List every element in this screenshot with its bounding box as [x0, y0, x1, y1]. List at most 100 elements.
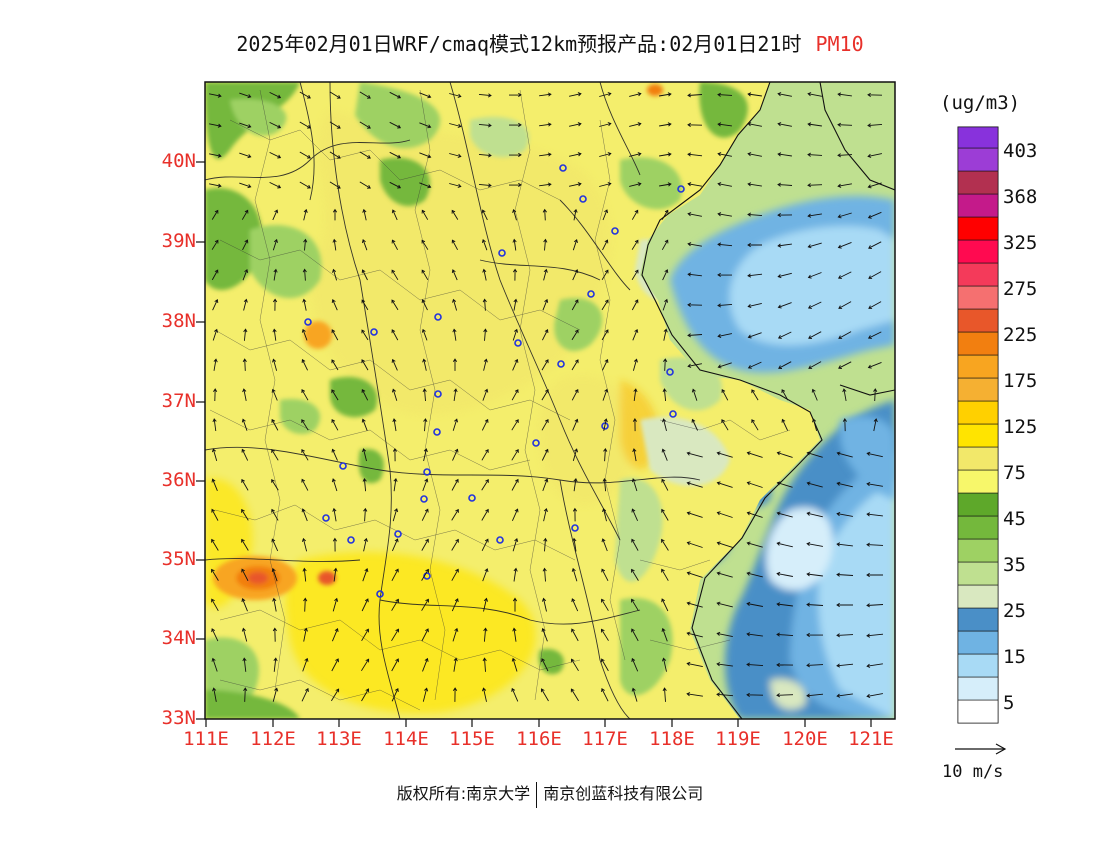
wind-arrow — [837, 183, 852, 188]
wind-arrow — [301, 328, 308, 341]
wind-arrow — [776, 511, 793, 518]
wind-arrow — [211, 448, 218, 462]
wind-arrow — [687, 242, 702, 247]
wind-arrow — [271, 567, 278, 582]
wind-arrow — [807, 152, 823, 157]
wind-arrow — [331, 418, 339, 431]
wind-arrow — [746, 451, 763, 458]
wind-arrow — [629, 152, 642, 157]
colorbar-label: 45 — [1003, 508, 1026, 530]
wind-arrow — [776, 451, 793, 458]
wind-arrow — [716, 601, 733, 608]
wind-arrow — [601, 358, 609, 371]
wind-arrow — [747, 242, 762, 248]
wind-arrow — [359, 91, 371, 99]
wind-arrow — [543, 238, 548, 251]
wind-arrow — [272, 238, 278, 251]
wind-arrow — [331, 389, 339, 401]
wind-arrow — [271, 478, 279, 491]
lat-label-40: 40N — [161, 150, 196, 172]
wind-arrow — [721, 419, 729, 431]
wind-arrow — [243, 298, 248, 311]
wind-arrow — [776, 571, 793, 577]
lat-label-34: 34N — [161, 627, 196, 649]
wind-arrow — [631, 478, 638, 492]
wind-arrow — [269, 121, 282, 129]
wind-arrow — [601, 538, 608, 552]
wind-arrow — [391, 329, 399, 341]
wind-arrow — [209, 153, 222, 158]
wind-arrow — [747, 332, 762, 339]
wind-arrow — [661, 508, 669, 521]
wind-arrow — [542, 208, 547, 221]
wind-arrow — [602, 388, 609, 401]
wind-arrow — [242, 239, 249, 251]
colorbar-label: 75 — [1003, 462, 1026, 484]
wind-arrow — [362, 477, 367, 492]
wind-arrow — [389, 181, 402, 189]
lon-label-116: 116E — [516, 728, 562, 750]
wind-arrow — [602, 507, 607, 522]
lon-label-118: 118E — [649, 728, 695, 750]
wind-arrow — [837, 92, 852, 97]
wind-arrow — [777, 331, 792, 339]
wind-arrow — [601, 329, 609, 341]
wind-arrow — [806, 451, 823, 458]
lat-label-33: 33N — [161, 707, 196, 729]
wind-arrow — [661, 598, 669, 612]
axis-ticks — [196, 161, 872, 727]
wind-arrow — [511, 657, 518, 672]
wind-arrow — [331, 329, 339, 341]
copyright-footer: 版权所有:南京大学 南京创蓝科技有限公司 — [0, 780, 1100, 808]
wind-arrow — [631, 299, 639, 311]
wind-arrow — [543, 537, 548, 552]
copyright-right: 南京创蓝科技有限公司 — [543, 784, 704, 803]
colorbar-label: 368 — [1003, 186, 1038, 208]
wind-arrow — [631, 568, 639, 581]
wind-arrow — [541, 627, 548, 642]
wind-arrow — [361, 658, 370, 672]
wind-arrow — [717, 333, 732, 339]
wind-arrow — [570, 688, 579, 702]
wind-arrow — [629, 182, 642, 187]
wind-arrow — [807, 122, 822, 127]
wind-arrow — [866, 603, 884, 608]
wind-arrow — [482, 298, 487, 311]
wind-arrow — [572, 537, 577, 552]
wind-arrow — [716, 481, 733, 488]
wind-arrow — [777, 302, 792, 309]
wind-arrow — [211, 209, 219, 220]
wind-arrow — [866, 512, 883, 517]
wind-arrow — [483, 627, 488, 642]
copyright-left: 版权所有:南京大学 — [396, 784, 531, 803]
wind-arrow — [838, 301, 852, 310]
copyright-separator — [536, 781, 538, 808]
wind-arrow — [571, 628, 579, 642]
wind-arrow — [361, 299, 369, 311]
wind-arrow — [332, 268, 338, 281]
wind-arrow — [482, 657, 487, 672]
wind-arrow — [836, 633, 854, 638]
wind-arrow — [359, 181, 371, 189]
wind-arrow — [716, 662, 733, 667]
wind-arrow — [868, 241, 882, 249]
wind-arrow — [781, 418, 789, 431]
wind-arrow — [807, 92, 822, 97]
wind-arrow — [303, 238, 308, 251]
wind-arrow — [329, 91, 341, 99]
species-label: PM10 — [815, 32, 864, 56]
wind-arrow — [717, 122, 732, 127]
wind-arrow — [601, 269, 609, 281]
wind-arrow — [241, 209, 249, 220]
colorbar — [957, 126, 999, 724]
wind-arrow — [866, 451, 883, 458]
wind-arrow — [541, 418, 549, 431]
wind-arrow — [571, 567, 578, 582]
wind-arrow — [836, 663, 854, 668]
wind-arrow — [717, 152, 732, 157]
wind-arrow — [241, 478, 249, 491]
wind-arrow — [212, 418, 217, 432]
wind-arrow — [452, 328, 457, 341]
wind-arrow — [239, 92, 252, 99]
wind-arrow — [747, 182, 762, 187]
